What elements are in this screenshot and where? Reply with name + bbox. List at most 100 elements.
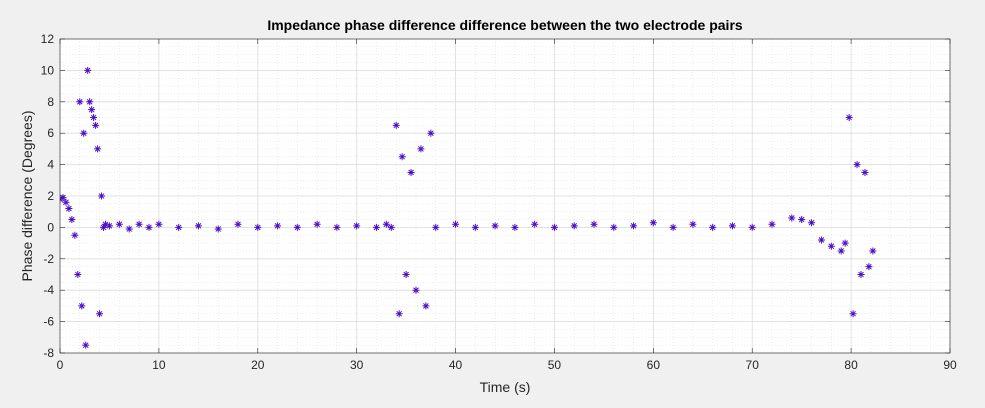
data-point [62,198,70,206]
data-point [869,247,877,255]
data-point [669,223,677,231]
data-point [65,205,73,213]
data-point [412,286,420,294]
data-point [841,239,849,247]
y-tick-label: 4 [47,158,54,172]
data-point [98,192,106,200]
data-point [849,310,857,318]
y-tick-label: -4 [43,283,54,297]
data-point [491,222,499,230]
x-tick-label: 0 [57,358,64,372]
data-point [100,223,108,231]
y-tick-label: 6 [47,126,54,140]
y-tick-label: 10 [41,63,55,77]
data-point [392,121,400,129]
data-point [570,222,578,230]
data-point [71,231,79,239]
data-point [101,220,109,228]
x-tick-label: 20 [251,358,265,372]
data-point [194,222,202,230]
chart-title: Impedance phase difference difference be… [267,17,743,33]
y-tick-label: 8 [47,95,54,109]
data-point [60,194,67,202]
data-point [817,236,825,244]
data-point [293,223,301,231]
x-tick-label: 30 [350,358,364,372]
data-point [74,271,82,278]
data-point [387,223,395,231]
data-point [135,220,143,228]
data-point [471,223,479,231]
data-point [94,145,102,153]
y-tick-label: -6 [43,315,54,329]
data-point [78,302,86,310]
data-point [145,223,153,231]
data-point [90,114,98,121]
data-point [88,106,96,114]
data-point [689,220,697,228]
data-point [452,220,460,228]
grid [59,38,951,354]
ticks: 0 10 20 30 40 50 60 70 80 90 -8 -6 -4 -2 0 2 4 6 8 10 12 [41,32,957,372]
x-tick-label: 10 [152,358,166,372]
data-point [175,223,183,231]
x-axis-label: Time (s) [480,379,531,395]
data-point [728,222,736,230]
data-point [214,225,222,233]
data-point [417,145,425,153]
data-point [105,222,113,230]
data-point [254,223,262,231]
data-point [76,98,84,106]
x-tick-label: 50 [548,358,562,372]
data-point [422,302,430,310]
data-point [837,247,845,255]
data-point [80,129,88,137]
x-tick-label: 80 [844,358,858,372]
data-point [590,220,598,228]
y-tick-label: 0 [47,220,54,234]
data-point [125,225,133,233]
data-point [382,220,390,228]
data-point [511,223,519,231]
data-point [407,168,415,176]
x-tick-label: 40 [449,358,463,372]
data-point [845,114,853,121]
data-point [84,66,92,74]
x-tick-label: 60 [647,358,661,372]
data-point [432,223,440,231]
data-point [82,341,90,349]
data-point [550,223,558,231]
data-point [92,121,100,129]
data-point [808,219,816,227]
data-series [60,66,877,349]
y-axis-label: Phase difference (Degrees) [19,111,35,282]
data-point [395,310,403,318]
data-point [853,161,861,169]
data-point [86,98,94,106]
data-point [649,219,657,227]
data-point [68,216,76,224]
data-point [274,222,282,230]
x-tick-label: 70 [746,358,760,372]
data-point [630,222,638,230]
data-point [798,216,806,224]
data-point [96,310,104,318]
y-tick-label: -2 [43,252,54,266]
data-point [827,242,835,250]
data-point [333,223,341,231]
data-point [155,220,163,228]
y-tick-label: 2 [47,189,54,203]
data-point [353,222,361,230]
data-point [402,271,410,278]
data-point [427,129,435,137]
data-point [709,223,717,231]
x-tick-label: 90 [943,358,957,372]
data-point [861,168,869,176]
data-point [768,220,776,228]
data-point [372,223,380,231]
data-point [531,220,539,228]
data-point [865,263,873,271]
data-point [788,214,796,222]
data-point [857,271,865,278]
